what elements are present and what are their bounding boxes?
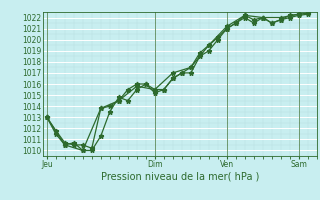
X-axis label: Pression niveau de la mer( hPa ): Pression niveau de la mer( hPa ) (101, 172, 259, 182)
